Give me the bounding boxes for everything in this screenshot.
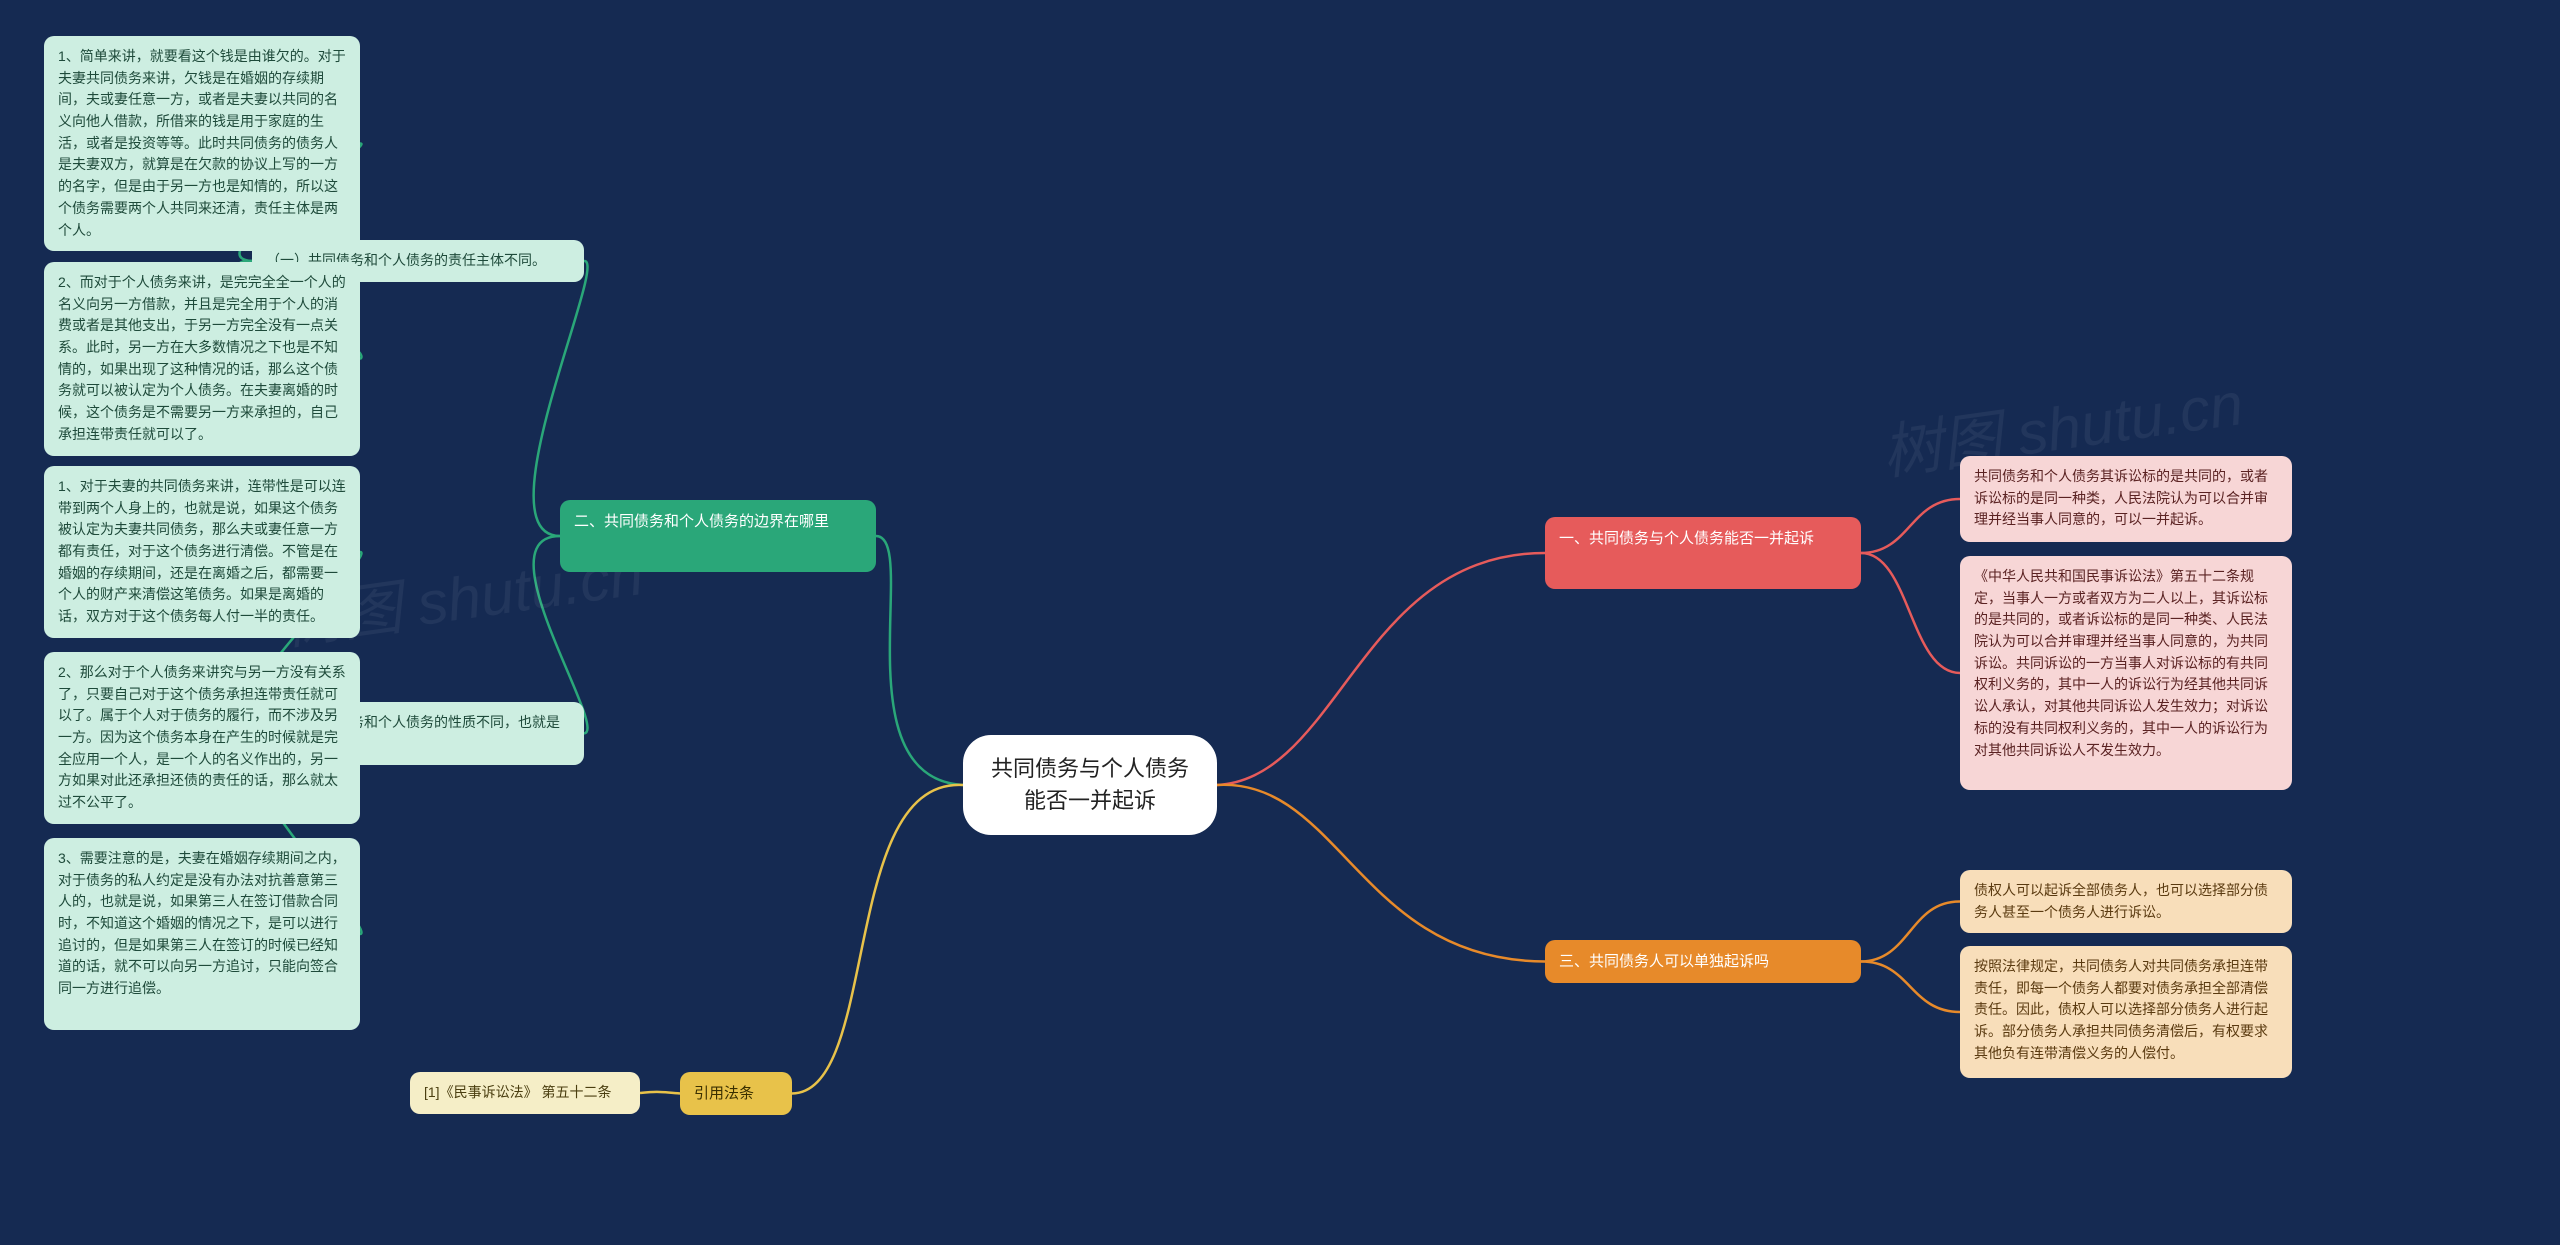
branch-2-sub-2-leaf-1[interactable]: 2、那么对于个人债务来讲究与另一方没有关系了，只要自己对于这个债务承担连带责任就… — [44, 652, 360, 824]
branch-1-leaf-1[interactable]: 《中华人民共和国民事诉讼法》第五十二条规定，当事人一方或者双方为二人以上，其诉讼… — [1960, 556, 2292, 790]
branch-3[interactable]: 三、共同债务人可以单独起诉吗 — [1545, 940, 1861, 983]
branch-1[interactable]: 一、共同债务与个人债务能否一并起诉 — [1545, 517, 1861, 589]
branch-1-leaf-0[interactable]: 共同债务和个人债务其诉讼标的是共同的，或者诉讼标的是同一种类，人民法院认为可以合… — [1960, 456, 2292, 542]
branch-4-leaf-0[interactable]: [1]《民事诉讼法》 第五十二条 — [410, 1072, 640, 1114]
mindmap-root[interactable]: 共同债务与个人债务能否一并起诉 — [963, 735, 1217, 835]
branch-2-sub-1-leaf-0[interactable]: 1、简单来讲，就要看这个钱是由谁欠的。对于夫妻共同债务来讲，欠钱是在婚姻的存续期… — [44, 36, 360, 251]
branch-3-leaf-0[interactable]: 债权人可以起诉全部债务人，也可以选择部分债务人甚至一个债务人进行诉讼。 — [1960, 870, 2292, 933]
branch-2-sub-2-leaf-0[interactable]: 1、对于夫妻的共同债务来讲，连带性是可以连带到两个人身上的，也就是说，如果这个债… — [44, 466, 360, 638]
branch-2-sub-1-leaf-1[interactable]: 2、而对于个人债务来讲，是完完全全一个人的名义向另一方借款，并且是完全用于个人的… — [44, 262, 360, 456]
branch-3-leaf-1[interactable]: 按照法律规定，共同债务人对共同债务承担连带责任，即每一个债务人都要对债务承担全部… — [1960, 946, 2292, 1078]
branch-2[interactable]: 二、共同债务和个人债务的边界在哪里 — [560, 500, 876, 572]
branch-2-sub-2-leaf-2[interactable]: 3、需要注意的是，夫妻在婚姻存续期间之内，对于债务的私人约定是没有办法对抗善意第… — [44, 838, 360, 1030]
branch-4[interactable]: 引用法条 — [680, 1072, 792, 1115]
